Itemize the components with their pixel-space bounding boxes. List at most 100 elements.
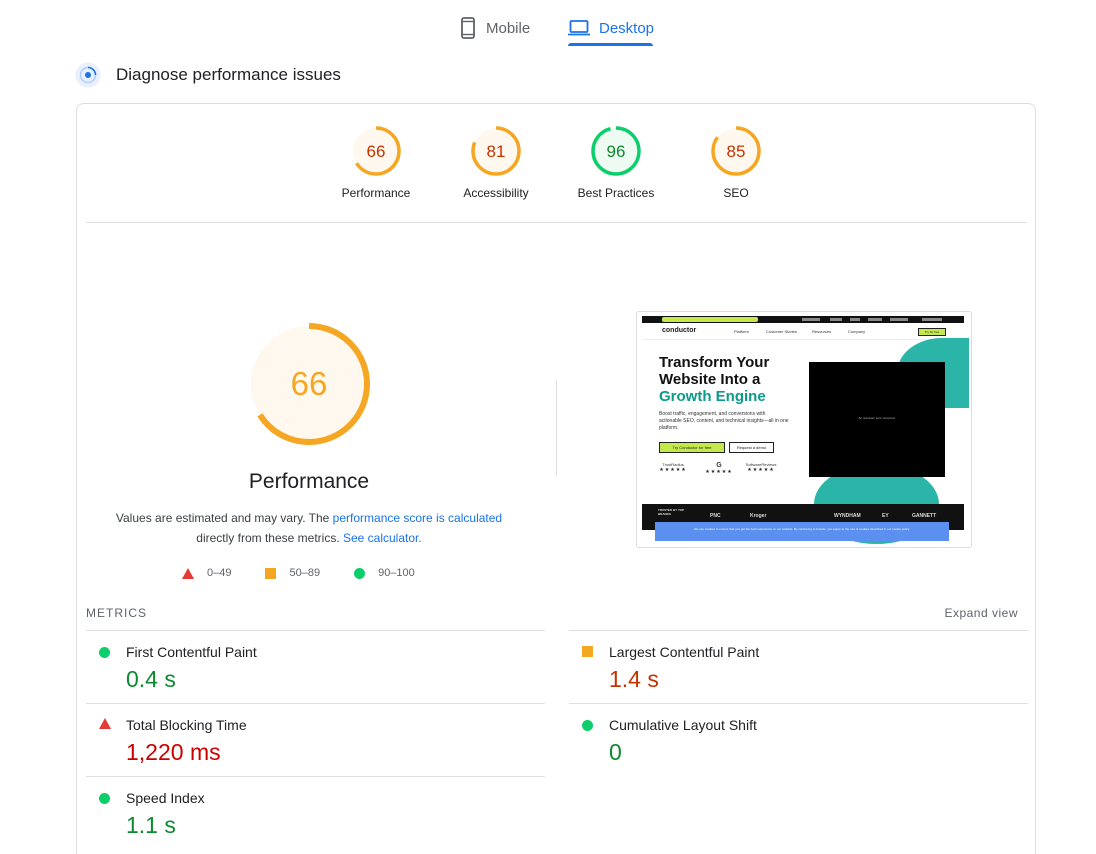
site-secondary-button: Request a demo bbox=[729, 442, 774, 453]
metrics-header: METRICS bbox=[86, 606, 147, 620]
metric-lcp-name: Largest Contentful Paint bbox=[609, 644, 760, 660]
gauge-seo-label: SEO bbox=[723, 186, 749, 200]
legend-poor-range: 0–49 bbox=[207, 567, 232, 579]
gauge-performance[interactable]: 66 Performance bbox=[316, 126, 436, 200]
metric-tbt-value: 1,220 ms bbox=[126, 739, 221, 765]
performance-score-large: 66 bbox=[291, 365, 328, 402]
site-video: An unknown error occurred. bbox=[809, 362, 945, 477]
site-badge-label: G bbox=[716, 462, 722, 469]
note-text-2: directly from these metrics. bbox=[196, 531, 343, 545]
site-badge-label: TrustRadius bbox=[662, 462, 684, 467]
site-headline: Transform Your Website Into a Growth Eng… bbox=[659, 354, 799, 405]
tab-desktop[interactable]: Desktop bbox=[568, 10, 654, 46]
site-nav: conductor Platform Customer Stories Reso… bbox=[642, 324, 964, 340]
circle-icon bbox=[354, 567, 366, 579]
metric-tbt: Total Blocking Time 1,220 ms bbox=[86, 703, 545, 776]
gauges-divider bbox=[86, 222, 1027, 223]
screenshot-site: conductor Platform Customer Stories Reso… bbox=[639, 314, 969, 545]
site-brand: GANNETT bbox=[912, 513, 937, 519]
tab-mobile-label: Mobile bbox=[486, 19, 531, 37]
site-logo: conductor bbox=[662, 327, 697, 334]
site-nav-link: Resources bbox=[812, 329, 832, 334]
site-brands-label: TRUSTED BY TOP BRANDS bbox=[658, 508, 685, 516]
lighthouse-icon bbox=[75, 62, 101, 88]
device-tabs: Mobile Desktop bbox=[0, 0, 1096, 48]
metric-fcp-value: 0.4 s bbox=[126, 666, 176, 692]
performance-note: Values are estimated and may vary. The p… bbox=[107, 508, 511, 548]
diagnose-title: Diagnose performance issues bbox=[116, 65, 341, 84]
legend-good-range: 90–100 bbox=[378, 567, 415, 579]
gauge-seo-ring: 85 bbox=[711, 126, 761, 176]
active-tab-indicator bbox=[568, 43, 653, 46]
metric-si: Speed Index 1.1 s bbox=[86, 776, 545, 849]
tab-desktop-label: Desktop bbox=[599, 19, 655, 37]
square-icon bbox=[582, 646, 593, 657]
metric-lcp: Largest Contentful Paint 1.4 s bbox=[569, 630, 1028, 703]
gauge-best-practices[interactable]: 96 Best Practices bbox=[556, 126, 676, 200]
score-legend: 0–49 50–89 90–100 bbox=[182, 567, 449, 579]
expand-view-toggle[interactable]: Expand view bbox=[944, 606, 1018, 620]
gauge-seo-score: 85 bbox=[727, 142, 746, 161]
triangle-icon bbox=[182, 567, 194, 579]
metric-tbt-name: Total Blocking Time bbox=[126, 717, 247, 733]
square-icon bbox=[265, 567, 277, 579]
gauge-performance-label: Performance bbox=[341, 186, 411, 200]
site-cookie-banner: We use cookies to ensure that you get th… bbox=[655, 522, 949, 541]
gauge-accessibility-label: Accessibility bbox=[463, 186, 529, 200]
page-screenshot[interactable]: conductor Platform Customer Stories Reso… bbox=[636, 311, 972, 548]
performance-gauge-large: 66 bbox=[248, 323, 370, 445]
metric-fcp-name: First Contentful Paint bbox=[126, 644, 257, 660]
site-nav-link: Platform bbox=[734, 329, 749, 334]
legend-average-range: 50–89 bbox=[289, 567, 321, 579]
metric-si-name: Speed Index bbox=[126, 790, 205, 806]
site-brand: Kroger bbox=[750, 513, 767, 519]
site-paragraph: Boost traffic, engagement, and conversio… bbox=[659, 411, 789, 431]
site-promo-pill bbox=[662, 317, 758, 322]
site-headline-line: Transform Your bbox=[659, 354, 770, 371]
see-calculator-link[interactable]: See calculator. bbox=[342, 531, 422, 545]
metric-fcp: First Contentful Paint 0.4 s bbox=[86, 630, 545, 703]
site-brand: PNC bbox=[710, 513, 721, 519]
gauge-accessibility-score: 81 bbox=[487, 142, 506, 161]
score-calculated-link[interactable]: performance score is calculated bbox=[332, 511, 503, 525]
gauge-best-practices-score: 96 bbox=[607, 142, 626, 161]
report-panel: 66 Performance 81 Accessibility 96 Best … bbox=[76, 103, 1036, 854]
site-nav-link: Customer Stories bbox=[766, 329, 797, 334]
diagnose-header: Diagnose performance issues bbox=[75, 61, 341, 89]
site-brand: WYNDHAM bbox=[834, 513, 861, 519]
category-gauges: 66 Performance 81 Accessibility 96 Best … bbox=[77, 104, 1035, 222]
smartphone-icon bbox=[459, 17, 477, 39]
gauge-accessibility[interactable]: 81 Accessibility bbox=[436, 126, 556, 200]
site-nav-link: Company bbox=[848, 329, 866, 334]
gauge-seo[interactable]: 85 SEO bbox=[676, 126, 796, 200]
site-headline-line: Growth Engine bbox=[659, 388, 766, 405]
site-topbar bbox=[642, 316, 964, 323]
metric-lcp-value: 1.4 s bbox=[609, 666, 659, 692]
metric-cls: Cumulative Layout Shift 0 bbox=[569, 703, 1028, 776]
site-badge: SoftwareReviews ★★★★★ bbox=[741, 462, 781, 473]
tab-mobile[interactable]: Mobile bbox=[459, 10, 530, 46]
site-video-error: An unknown error occurred. bbox=[858, 416, 896, 420]
metric-cls-name: Cumulative Layout Shift bbox=[609, 717, 757, 733]
site-badge-label: SoftwareReviews bbox=[745, 462, 777, 467]
legend-poor: 0–49 bbox=[182, 567, 231, 579]
circle-icon bbox=[99, 647, 110, 658]
site-badge: TrustRadius ★★★★★ bbox=[653, 462, 693, 473]
laptop-icon bbox=[568, 19, 590, 37]
legend-good: 90–100 bbox=[354, 567, 415, 579]
gauge-performance-score: 66 bbox=[367, 142, 386, 161]
vertical-separator bbox=[556, 380, 557, 476]
site-brand: EY bbox=[882, 513, 889, 519]
metric-cls-value: 0 bbox=[609, 739, 622, 765]
site-badge: G ★★★★★ bbox=[699, 462, 739, 475]
site-primary-button: Try Conductor for free bbox=[659, 442, 725, 453]
circle-icon bbox=[582, 720, 593, 731]
legend-average: 50–89 bbox=[265, 567, 320, 579]
site-headline-line: Website Into a bbox=[659, 371, 761, 388]
triangle-icon bbox=[99, 718, 111, 729]
circle-icon bbox=[99, 793, 110, 804]
site-cta: Try for free bbox=[918, 328, 946, 336]
note-text-1: Values are estimated and may vary. The bbox=[115, 511, 333, 525]
gauge-best-practices-ring: 96 bbox=[591, 126, 641, 176]
gauge-best-practices-label: Best Practices bbox=[577, 186, 655, 200]
